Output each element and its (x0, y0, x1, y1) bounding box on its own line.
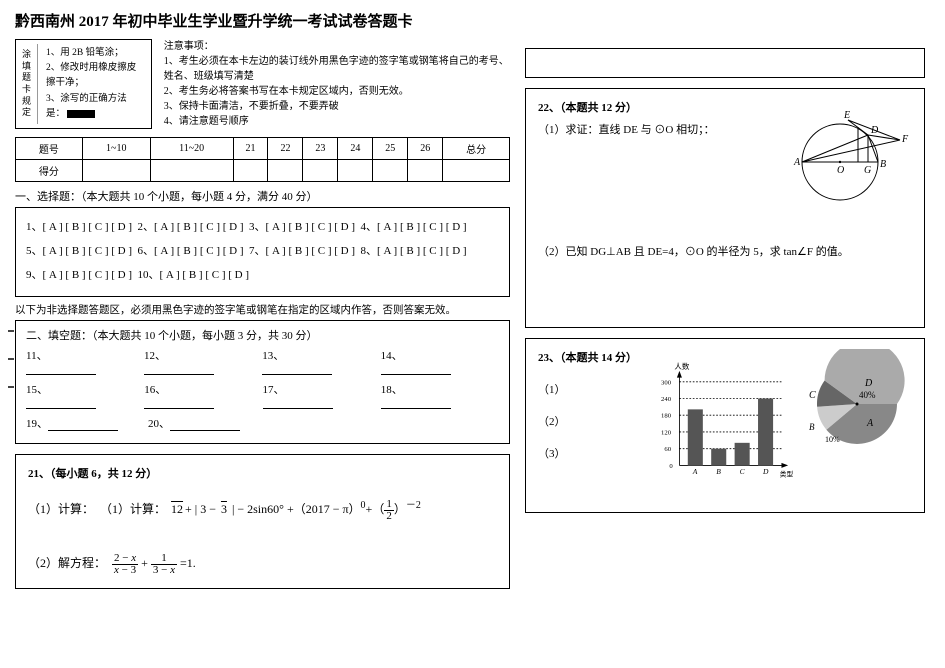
q21-box: 21、（每小题 6，共 12 分） （1）计算： （1）计算： 12+ | 3 … (15, 454, 510, 589)
svg-text:类型: 类型 (780, 469, 794, 478)
circle-diagram: A B E F D O G (780, 107, 910, 207)
svg-text:B: B (716, 467, 721, 476)
blank-18[interactable] (381, 397, 451, 409)
q23-left: 23、（本题共 14 分） （1） （2） （3） (538, 349, 648, 502)
score-table-header: 题号 1~10 11~20 21 22 23 24 25 26 总分 (16, 138, 510, 160)
q21-title: 21、（每小题 6，共 12 分） (28, 465, 497, 481)
svg-text:180: 180 (661, 413, 672, 420)
svg-text:0: 0 (669, 463, 673, 470)
svg-text:G: G (864, 165, 871, 176)
q21-part2: （2）解方程： 2 − xx − 3 + 13 − x =1. (28, 548, 497, 578)
score-table-row: 得分 (16, 160, 510, 182)
svg-text:10%: 10% (825, 435, 840, 444)
pie-chart: A B 10% C D 40% (802, 349, 912, 459)
svg-text:O: O (837, 165, 844, 176)
q22-part2: （2）已知 DG⊥AB 且 DE=4，⊙O 的半径为 5，求 tan∠F 的值。 (538, 243, 912, 259)
page-title: 黔西南州 2017 年初中毕业生学业暨升学统一考试试卷答题卡 (15, 10, 510, 31)
fill-box: 二、填空题：（本大题共 10 个小题，每小题 3 分，共 30 分） 11、 1… (15, 320, 510, 444)
svg-text:A: A (793, 157, 801, 168)
bar-chart: 人数 300 240 180 120 60 0 (656, 349, 794, 494)
svg-text:B: B (880, 159, 886, 170)
svg-text:F: F (901, 134, 909, 145)
svg-text:300: 300 (661, 379, 672, 386)
svg-text:120: 120 (661, 429, 672, 436)
svg-text:D: D (762, 467, 769, 476)
blank-20[interactable] (170, 419, 240, 431)
svg-text:A: A (866, 418, 874, 429)
q22-box: 22、（本题共 12 分） （1）求证：直线 DE 与 ⊙O 相切；： A B … (525, 88, 925, 328)
svg-text:D: D (870, 125, 879, 136)
section1-title: 一、选择题：（本大题共 10 个小题，每小题 4 分，满分 40 分） (15, 188, 510, 204)
svg-text:A: A (692, 467, 698, 476)
notice-sidebar: 涂 填 题 卡 规 定 (22, 44, 38, 124)
q23-box: 23、（本题共 14 分） （1） （2） （3） 人数 300 240 18 (525, 338, 925, 513)
q23-title: 23、（本题共 14 分） (538, 349, 648, 365)
blank-17[interactable] (263, 397, 333, 409)
right-top-box (525, 48, 925, 78)
svg-text:40%: 40% (859, 390, 876, 400)
svg-text:C: C (809, 390, 816, 401)
blank-19[interactable] (48, 419, 118, 431)
notice-box-left: 涂 填 题 卡 规 定 1、用 2B 铅笔涂； 2、修改时用橡皮擦皮擦干净； 3… (15, 39, 152, 129)
score-table: 题号 1~10 11~20 21 22 23 24 25 26 总分 得分 (15, 137, 510, 182)
blank-14[interactable] (381, 363, 451, 375)
blank-15[interactable] (26, 397, 96, 409)
fill-mark-icon (67, 110, 95, 118)
q21-part1: （1）计算： （1）计算： 12+ | 3 − 3 | − 2sin60° +（… (28, 493, 497, 524)
section2-title: 二、填空题：（本大题共 10 个小题，每小题 3 分，共 30 分） (26, 327, 499, 343)
notice-mid: 1、用 2B 铅笔涂； 2、修改时用橡皮擦皮擦干净； 3、涂写的正确方法是： (46, 44, 145, 124)
svg-text:D: D (864, 378, 873, 389)
mc-box: 1、[ A ] [ B ] [ C ] [ D ] 2、[ A ] [ B ] … (15, 207, 510, 297)
blank-12[interactable] (144, 363, 214, 375)
svg-text:人数: 人数 (674, 361, 690, 371)
svg-text:E: E (843, 110, 850, 121)
svg-text:60: 60 (664, 446, 671, 453)
svg-text:C: C (740, 467, 746, 476)
note-line: 以下为非选择题答题区，必须用黑色字迹的签字笔或钢笔在指定的区域内作答，否则答案无… (15, 302, 510, 317)
blank-11[interactable] (26, 363, 96, 375)
svg-text:240: 240 (661, 396, 672, 403)
blank-13[interactable] (262, 363, 332, 375)
notice-right: 注意事项： 1、考生必须在本卡左边的装订线外用黑色字迹的签字笔或钢笔将自己的考号… (164, 39, 510, 129)
svg-text:B: B (809, 422, 815, 432)
blank-16[interactable] (144, 397, 214, 409)
